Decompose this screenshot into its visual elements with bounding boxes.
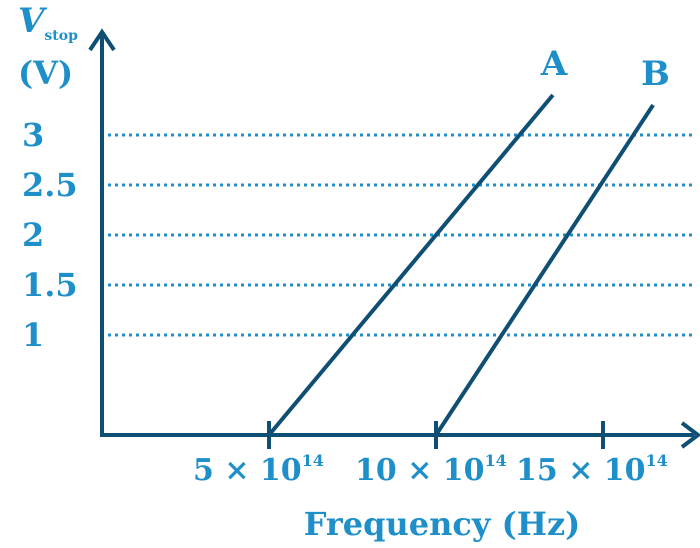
x-tick-label-text: 10 × 10 bbox=[355, 453, 485, 488]
y-axis-label-main: V bbox=[18, 1, 48, 41]
y-tick-label: 2.5 bbox=[22, 166, 78, 204]
x-tick-label: 5 × 1014 bbox=[193, 451, 324, 488]
x-tick-labels: 5 × 1014 10 × 1014 15 × 1014 bbox=[193, 451, 668, 488]
series-label-a: A bbox=[540, 44, 568, 84]
y-tick-label: 1.5 bbox=[22, 266, 78, 304]
y-tick-label: 1 bbox=[22, 316, 44, 354]
x-tick-label-exp: 14 bbox=[646, 451, 668, 470]
series-line-a bbox=[267, 93, 555, 437]
x-tick-label-exp: 14 bbox=[302, 451, 324, 470]
x-tick-label-exp: 14 bbox=[485, 451, 507, 470]
x-tick-label-text: 5 × 10 bbox=[193, 453, 302, 488]
x-tick-label: 15 × 1014 bbox=[516, 451, 668, 488]
x-axis-label: Frequency (Hz) bbox=[304, 505, 581, 543]
series-label-b: B bbox=[641, 54, 670, 94]
y-tick-label: 3 bbox=[22, 116, 44, 154]
y-axis-label: Vstop bbox=[18, 1, 78, 44]
grid-lines bbox=[108, 133, 694, 337]
y-tick-labels: 3 2.5 2 1.5 1 bbox=[22, 116, 78, 354]
series-line-b bbox=[434, 103, 655, 437]
x-axis-arrow-icon bbox=[680, 421, 700, 449]
x-tick-label-text: 15 × 10 bbox=[516, 453, 646, 488]
axes bbox=[88, 28, 700, 449]
y-axis-label-sub: stop bbox=[44, 28, 78, 44]
y-axis-arrow-icon bbox=[88, 28, 116, 52]
x-tick-label: 10 × 1014 bbox=[355, 451, 507, 488]
y-tick-label: 2 bbox=[22, 216, 44, 254]
y-axis-unit: (V) bbox=[18, 54, 73, 92]
